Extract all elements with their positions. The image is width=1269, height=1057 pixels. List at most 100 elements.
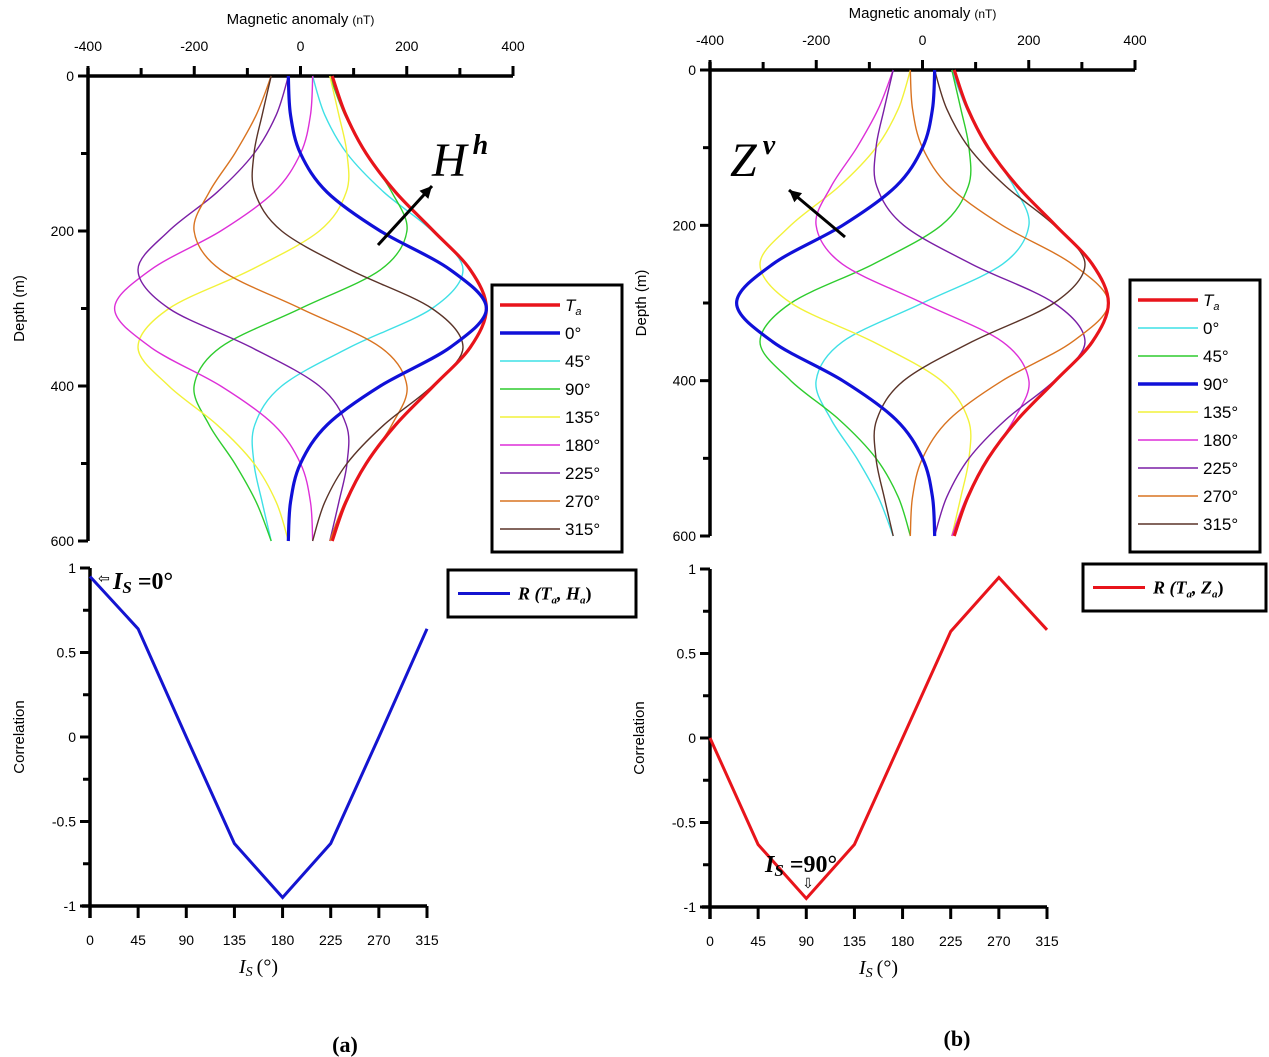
x-tick-label: -200	[802, 32, 830, 48]
annotation-arrow	[788, 188, 846, 239]
y-tick-label: -1	[64, 898, 77, 914]
annotation-main: I	[764, 852, 776, 878]
legend-label: 135°	[1203, 403, 1238, 422]
x-tick-label: -400	[74, 38, 102, 54]
curve-180deg	[113, 75, 314, 542]
curve-270deg	[909, 69, 1110, 537]
x-axis-title-unit: (°)	[257, 956, 278, 978]
y-tick-label: 0.5	[677, 646, 697, 662]
x-tick-label: 90	[178, 932, 194, 948]
legend-sub: a	[1212, 589, 1218, 601]
x-tick-label: 0	[86, 932, 94, 948]
x-tick-label: 0	[706, 933, 714, 949]
y-axis-title: Correlation	[631, 701, 648, 774]
annotation-superscript: v	[763, 130, 776, 161]
x-axis-title-main: I	[238, 956, 247, 978]
x-axis-title-unit: (nT)	[352, 13, 374, 27]
y-tick-label: 1	[688, 561, 696, 577]
curve-225deg	[137, 75, 350, 542]
y-tick-label: 600	[673, 528, 697, 544]
x-axis-title-unit: (°)	[877, 957, 898, 979]
annotation-base: H	[431, 134, 469, 187]
legend-label-main: 315°	[565, 520, 600, 539]
panel-label: (a)	[332, 1032, 358, 1057]
annotation-sub: S	[774, 861, 783, 880]
legend-label: 90°	[565, 380, 591, 399]
x-axis-title-text: Magnetic anomaly	[849, 5, 971, 22]
x-axis-title: Magnetic anomaly (nT)	[849, 5, 997, 22]
legend-label: 45°	[565, 352, 591, 371]
annotation-main: I	[112, 569, 124, 595]
legend-label-main: 90°	[565, 380, 591, 399]
x-tick-label: -400	[696, 32, 724, 48]
legend-sub: a	[580, 595, 586, 607]
x-tick-label: 225	[319, 932, 343, 948]
annotation-arrow-icon: ⇩	[802, 875, 814, 891]
x-tick-label: 315	[415, 932, 439, 948]
x-tick-label: 400	[1123, 32, 1147, 48]
x-tick-label: 90	[798, 933, 814, 949]
y-tick-label: 0.5	[57, 645, 77, 661]
legend-label-main: 135°	[565, 408, 600, 427]
arrow-head-icon	[419, 186, 432, 199]
legend-label-main: 0°	[565, 324, 581, 343]
curve-315deg	[251, 75, 464, 542]
legend-label: 315°	[565, 520, 600, 539]
y-tick-label: 1	[68, 560, 76, 576]
y-tick-label: -1	[684, 899, 697, 915]
legend-label-main: 180°	[565, 436, 600, 455]
x-tick-label: 180	[891, 933, 915, 949]
legend-label-main: 225°	[1203, 459, 1238, 478]
legend-label: 90°	[1203, 375, 1229, 394]
annotation-text: =0°	[132, 569, 173, 595]
curve-225deg	[873, 69, 1086, 537]
annotation-arrow	[376, 184, 434, 247]
curve-270deg	[193, 75, 408, 542]
correlation-line	[88, 575, 429, 900]
annotation-label: IS =90°	[764, 852, 837, 880]
legend-label-main: 0°	[1203, 319, 1219, 338]
x-axis-title-main: I	[858, 957, 867, 979]
x-tick-label: 200	[395, 38, 419, 54]
y-tick-label: 0	[688, 730, 696, 746]
curve-135deg	[137, 75, 350, 542]
legend-label-sub: a	[575, 306, 581, 318]
legend-label: 270°	[1203, 487, 1238, 506]
x-tick-label: 180	[271, 932, 295, 948]
legend-label-sub: a	[1213, 301, 1219, 313]
panel-a-correlation: 0 45 90 135 180 225 270 315 1 0.5 0 -0.5 -1 Correlati…	[11, 560, 638, 1057]
annotation-base: Z	[730, 134, 758, 187]
legend-label: Ta	[1203, 291, 1220, 313]
legend-label-main: 225°	[565, 464, 600, 483]
curve-180deg	[815, 69, 1030, 537]
legend-label-main: 45°	[565, 352, 591, 371]
x-tick-label: 135	[843, 933, 867, 949]
y-tick-label: -0.5	[52, 814, 76, 830]
curve-315deg	[873, 69, 1086, 537]
y-tick-label: 0	[688, 62, 696, 78]
x-tick-label: 315	[1035, 933, 1059, 949]
legend-label-main: 135°	[1203, 403, 1238, 422]
x-axis-title: IS (°)	[238, 956, 278, 980]
legend-label: R (Ta, Ha)	[517, 584, 592, 607]
x-tick-label: 270	[367, 932, 391, 948]
y-tick-label: 200	[673, 217, 697, 233]
y-axis-title: Depth (m)	[11, 275, 28, 342]
x-tick-label: 0	[919, 32, 927, 48]
x-tick-label: 225	[939, 933, 963, 949]
annotation-label: IS =0°	[112, 569, 173, 597]
legend-label: 0°	[1203, 319, 1219, 338]
legend-label-main: 270°	[565, 492, 600, 511]
annotation-superscript: h	[473, 130, 489, 161]
panel-b-correlation: 0 45 90 135 180 225 270 315 1 0.5 0 -0.5 -1 Correlati…	[631, 561, 1268, 1051]
legend-label: 225°	[565, 464, 600, 483]
legend-label: 180°	[565, 436, 600, 455]
annotation-sub: S	[122, 578, 131, 597]
correlation-line	[708, 575, 1049, 901]
panel-a-depth-profile: Magnetic anomaly (nT) -400 -200 0 200 400 0 200 4…	[11, 11, 624, 554]
legend-label-main: T	[1203, 291, 1215, 310]
x-axis-title: IS (°)	[858, 957, 898, 981]
legend-label-main: 45°	[1203, 347, 1229, 366]
x-tick-label: -200	[180, 38, 208, 54]
legend-mid: , H	[556, 584, 581, 604]
